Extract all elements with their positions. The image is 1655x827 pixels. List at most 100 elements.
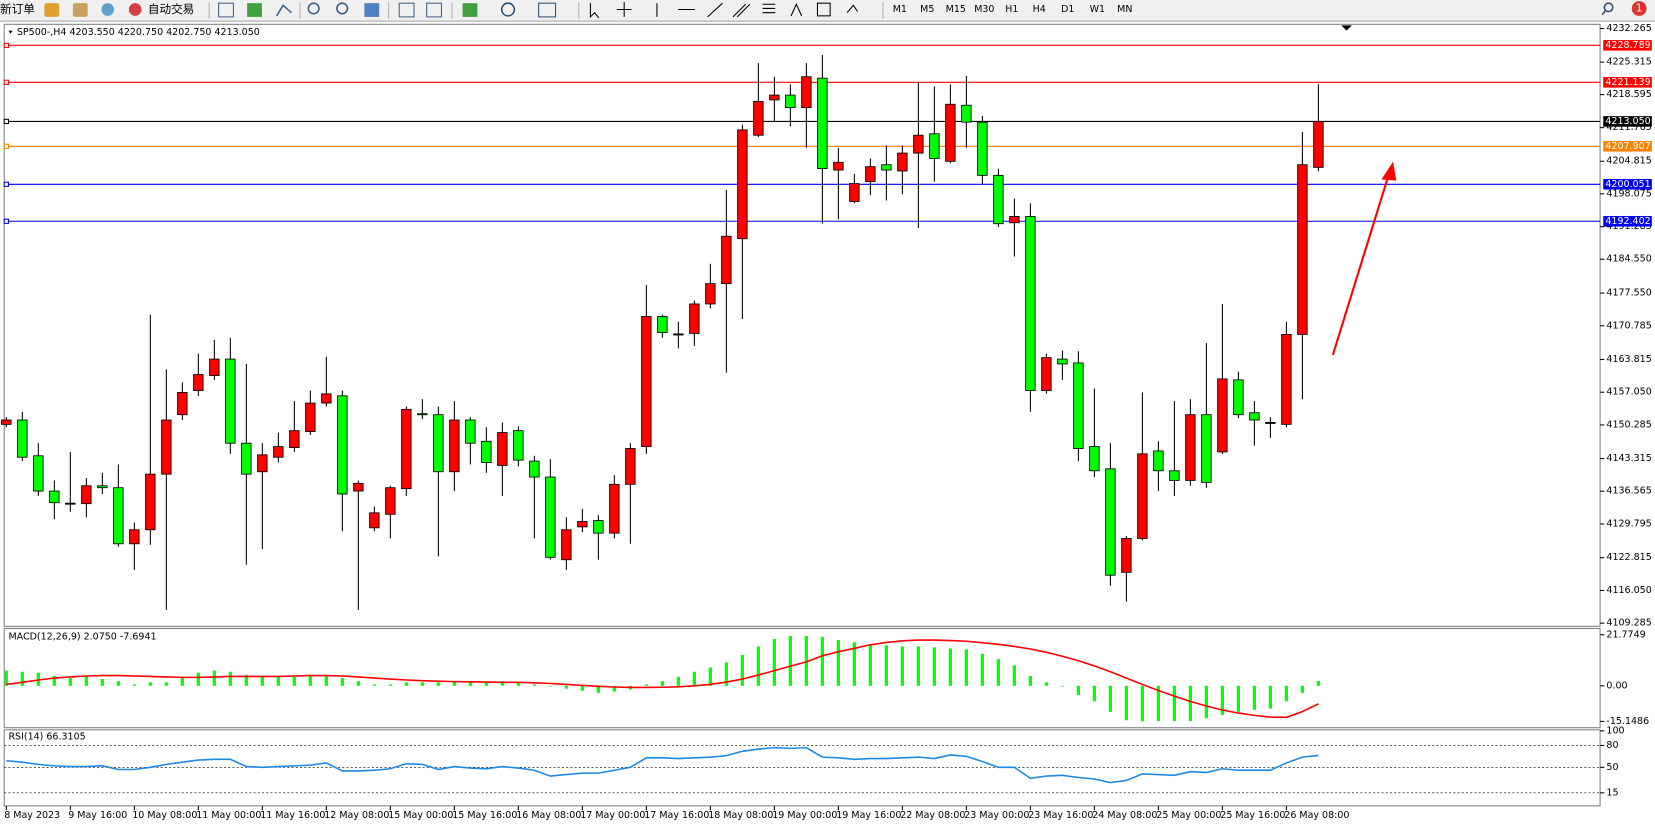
candle-body — [897, 152, 908, 172]
icon[interactable] — [500, 2, 516, 17]
icon[interactable] — [707, 2, 723, 18]
level-label: 4200.051 — [1605, 179, 1650, 190]
macd-bar — [996, 659, 1000, 686]
candle-body — [1313, 121, 1324, 168]
candle-body — [33, 455, 44, 492]
macd-bar — [84, 675, 88, 686]
icon[interactable] — [218, 2, 234, 18]
macd-bar — [724, 662, 728, 686]
macd-bar — [516, 682, 520, 686]
candle-body — [465, 419, 476, 444]
macd-bar — [884, 645, 888, 686]
y-tick-label: 80 — [1606, 740, 1618, 751]
icon[interactable] — [846, 4, 859, 14]
macd-bar — [1268, 685, 1272, 709]
candle-body — [241, 442, 252, 475]
candle-body — [113, 487, 124, 545]
timeframe-button[interactable]: D1 — [1061, 4, 1074, 15]
timeframe-button[interactable]: M30 — [974, 4, 994, 15]
x-tick-label: 24 May 08:00 — [1092, 810, 1157, 821]
icon[interactable] — [336, 2, 349, 15]
x-tick-label: 19 May 00:00 — [772, 810, 837, 821]
icon[interactable] — [616, 2, 632, 17]
candle-body — [337, 395, 348, 495]
icon[interactable] — [101, 3, 115, 16]
icon[interactable] — [426, 2, 443, 18]
candle-body — [321, 393, 332, 404]
macd-bar — [612, 685, 616, 692]
macd-bar — [820, 636, 824, 686]
icon[interactable] — [307, 2, 320, 15]
icon[interactable] — [364, 3, 380, 17]
candle-body — [385, 487, 396, 515]
y-tick-label: 100 — [1606, 725, 1624, 736]
candle-body — [417, 413, 428, 416]
icon[interactable] — [816, 2, 831, 17]
macd-bar — [1124, 685, 1128, 721]
y-tick-label: 50 — [1606, 762, 1618, 773]
level-label: 4228.789 — [1605, 40, 1650, 51]
icon[interactable] — [247, 3, 262, 17]
new-order[interactable]: 新订单 — [0, 2, 35, 16]
y-tick-label: 21.7749 — [1606, 629, 1645, 640]
macd-bar — [1156, 685, 1160, 722]
level-label-box — [1603, 141, 1652, 152]
candle-body — [369, 512, 380, 529]
macd-bar — [276, 676, 280, 686]
search[interactable] — [1603, 2, 1614, 13]
candle-body — [1201, 414, 1212, 483]
macd-bar — [436, 682, 440, 686]
notification-count[interactable]: 1 — [1636, 2, 1643, 14]
icon[interactable] — [276, 4, 293, 17]
level-label: 4213.050 — [1605, 116, 1650, 127]
icon[interactable] — [732, 3, 751, 18]
macd-bar — [580, 685, 584, 691]
macd-bar — [180, 676, 184, 686]
candle-body — [673, 333, 684, 336]
macd-bar — [548, 685, 552, 687]
level-handle — [3, 118, 9, 125]
icon[interactable] — [462, 3, 478, 17]
candle-body — [177, 392, 188, 416]
x-tick-label: 9 May 16:00 — [68, 810, 127, 821]
candle-body — [849, 183, 860, 202]
candle-body — [17, 419, 28, 458]
icon[interactable] — [589, 3, 600, 19]
candle-body — [737, 129, 748, 240]
y-tick-label: 4184.550 — [1606, 254, 1651, 265]
icon[interactable] — [72, 3, 88, 17]
candle-body — [1089, 446, 1100, 472]
macd-bar — [132, 684, 136, 686]
icon[interactable] — [128, 3, 142, 16]
candle-body — [961, 104, 972, 123]
timeframe-button[interactable]: W1 — [1090, 4, 1105, 15]
candle-body — [577, 521, 588, 528]
timeframe-button[interactable]: H1 — [1005, 4, 1018, 15]
notification-badge[interactable] — [1631, 1, 1647, 16]
y-tick-label: 4157.050 — [1606, 387, 1651, 398]
macd-bar — [756, 646, 760, 686]
timeframe-button[interactable]: H4 — [1033, 4, 1046, 15]
plot: 4232.265 4225.315 4218.595 4211.765 4204.815… — [1, 23, 1652, 821]
y-tick-label: 4116.050 — [1606, 585, 1651, 596]
candle-body — [49, 490, 60, 504]
icon[interactable] — [538, 2, 557, 18]
macd-bar — [468, 681, 472, 686]
auto-trading[interactable]: 自动交易 — [148, 2, 194, 16]
macd-bar — [308, 674, 312, 686]
candle-body — [929, 133, 940, 159]
timeframe-button[interactable]: M1 — [893, 4, 907, 15]
icon[interactable] — [762, 3, 776, 14]
chart-shift-marker[interactable] — [1341, 25, 1352, 31]
timeframe-button[interactable]: MN — [1117, 4, 1132, 15]
macd-bar — [948, 648, 952, 686]
macd-bar — [260, 675, 264, 686]
timeframe-button[interactable]: M15 — [946, 4, 966, 15]
icon[interactable] — [790, 2, 803, 17]
timeframe-button[interactable]: M5 — [920, 4, 934, 15]
level-label-box — [1603, 116, 1652, 127]
icon[interactable] — [398, 2, 415, 18]
candle-body — [609, 483, 620, 534]
annotation-arrow — [1331, 173, 1390, 356]
icon[interactable] — [44, 3, 60, 17]
